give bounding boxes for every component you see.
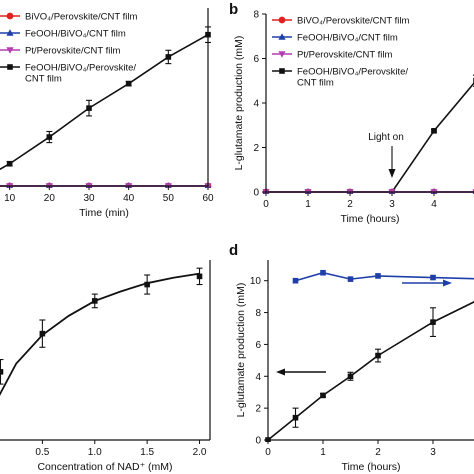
panel-b-legend-marker xyxy=(278,16,286,24)
panel-a-x-tick-label: 40 xyxy=(123,193,135,204)
panel-c-plot-area xyxy=(0,267,203,396)
panel-c-x-tick-label: 1.5 xyxy=(140,447,154,458)
panel-d-arrow-left-head xyxy=(276,368,285,376)
panel-d-y-axis-label: L-glutamate production (mM) xyxy=(235,283,247,418)
panel-b-legend-label: Pt/Perovskite/CNT film xyxy=(297,50,392,61)
panel-b-legend-label: FeOOH/BiVO₄/CNT film xyxy=(297,33,398,44)
panel-a-series-0-point xyxy=(165,54,172,60)
panel-c-series-0-point xyxy=(196,273,203,280)
panel-a-x-tick-label: 20 xyxy=(44,193,56,204)
panel-a-x-axis-label: Time (min) xyxy=(79,207,129,219)
panel-b-annotation-arrow-head xyxy=(388,169,396,178)
panel-a-legend-label: Pt/Perovskite/CNT film xyxy=(25,46,120,57)
panel-c-series-0-point xyxy=(0,369,4,375)
panel-a-x-tick-label: 30 xyxy=(83,193,95,204)
panel-a-series-0-point xyxy=(125,80,132,87)
panel-b-x-tick-label: 2 xyxy=(347,199,353,210)
panel-b-y-tick-label: 8 xyxy=(253,10,259,21)
panel-d-x-axis-label: Time (hours) xyxy=(341,461,400,473)
panel-b-x-axis-label: Time (hours) xyxy=(340,213,399,225)
panel-d-series-1-point xyxy=(430,319,436,325)
panel-c-x-tick-label: 1.0 xyxy=(88,447,102,458)
panel-c-fit-curve xyxy=(0,272,200,396)
panel-d-series-1-point xyxy=(347,373,354,380)
panel-b-x-tick-label: 1 xyxy=(305,199,311,210)
panel-d-series-0-line xyxy=(295,271,474,282)
panel-c-x-tick-label: 2.0 xyxy=(193,447,207,458)
panel-b-x-tick-label: 3 xyxy=(389,199,395,210)
panel-a-x-tick-label: 10 xyxy=(4,193,16,204)
panel-d-y-tick-label: 6 xyxy=(255,340,261,351)
panel-d-x-tick-label: 0 xyxy=(265,447,271,458)
panel-b-plot-area xyxy=(262,74,474,194)
panel-d-y-tick-label: 4 xyxy=(255,372,261,383)
panel-b-x-tick-label: 0 xyxy=(263,199,269,210)
panel-b-legend-marker xyxy=(278,51,286,58)
panel-a: 10 20 30 40 50 60 Time (min) BiVO₄/Perovskite/C… xyxy=(0,8,214,219)
panel-b-legend-marker xyxy=(279,68,285,74)
panel-b: 0 1 2 3 4 0 2 4 6 8 Time (hours) L-glutamate produc… xyxy=(233,10,474,225)
panel-d-series-0-point xyxy=(375,273,381,279)
panel-a-x-tick-label: 60 xyxy=(202,193,214,204)
panel-d-series-1-point xyxy=(320,392,326,399)
panel-b-y-tick-label: 0 xyxy=(253,188,259,199)
panel-b-legend-marker xyxy=(278,33,286,40)
panel-a-legend-marker xyxy=(7,64,13,70)
panel-d-arrow-right-head xyxy=(443,279,452,287)
panel-c-x-tick-label: 0.5 xyxy=(35,447,49,458)
panel-b-y-tick-label: 2 xyxy=(253,143,259,154)
panel-d-series-0-point xyxy=(292,277,299,284)
panel-d-y-tick-label: 2 xyxy=(255,404,261,415)
panel-c-x-axis-label: Concentration of NAD⁺ (mM) xyxy=(37,461,172,473)
panel-a-legend-marker xyxy=(6,47,14,54)
panel-d-series-1-point xyxy=(375,352,381,359)
panel-a-legend-marker xyxy=(6,29,14,36)
panel-b-legend-label: FeOOH/BiVO₄/Perovskite/CNT film xyxy=(297,67,408,89)
panel-b-label: b xyxy=(229,1,238,18)
panel-b-y-axis-label: L-glutamate production (mM) xyxy=(233,36,245,171)
panel-d: 0 1 2 3 0 2 4 6 8 10 Time (hours) L-glutamate produ… xyxy=(235,260,474,473)
panel-d-series-0-point xyxy=(347,276,354,282)
panel-b-legend-label: BiVO₄/Perovskite/CNT film xyxy=(297,16,410,27)
panel-d-label: d xyxy=(229,242,238,259)
panel-a-x-tick-label: 50 xyxy=(163,193,175,204)
panel-c: 0.5 1.0 1.5 2.0 Concentration of NAD⁺ (mM) xyxy=(0,260,211,473)
panel-d-plot-area xyxy=(265,269,474,442)
panel-b-annotation-text: Light on xyxy=(368,132,404,143)
panel-d-y-tick-label: 0 xyxy=(255,436,261,447)
panel-d-series-0-point xyxy=(430,274,436,281)
panel-c-series-0-point xyxy=(144,281,150,288)
panel-a-legend-marker xyxy=(6,12,14,20)
panel-d-series-1-line xyxy=(267,301,474,441)
panel-d-x-tick-label: 2 xyxy=(375,447,381,458)
panel-a-legend-label: FeOOH/BiVO₄/Perovskite/CNT film xyxy=(25,63,136,85)
panel-d-series-1-point xyxy=(292,414,299,421)
panel-a-series-0-point xyxy=(46,134,53,140)
panel-d-x-tick-label: 3 xyxy=(430,447,436,458)
panel-a-legend: BiVO₄/Perovskite/CNT film FeOOH/BiVO₄/CNT… xyxy=(0,12,138,85)
panel-d-series-0-point xyxy=(320,269,326,276)
panel-b-x-tick-label: 4 xyxy=(431,199,437,210)
panel-a-series-0-point xyxy=(6,160,13,167)
panel-b-y-tick-label: 6 xyxy=(253,54,259,65)
panel-d-y-tick-label: 10 xyxy=(250,276,262,287)
panel-d-y-tick-label: 8 xyxy=(255,308,261,319)
panel-b-legend: BiVO₄/Perovskite/CNT film FeOOH/BiVO₄/CNT… xyxy=(272,16,410,89)
panel-a-legend-label: BiVO₄/Perovskite/CNT film xyxy=(25,12,138,23)
panel-a-series-0-line xyxy=(0,34,209,171)
panel-a-series-0-point xyxy=(86,105,92,111)
panel-b-y-tick-label: 4 xyxy=(253,99,259,110)
panel-d-x-tick-label: 1 xyxy=(320,447,326,458)
panel-c-series-0-point xyxy=(91,298,98,304)
panel-c-series-0-point xyxy=(39,330,46,337)
panel-b-series-0-point xyxy=(431,128,437,134)
panel-a-legend-label: FeOOH/BiVO₄/CNT film xyxy=(25,29,126,40)
